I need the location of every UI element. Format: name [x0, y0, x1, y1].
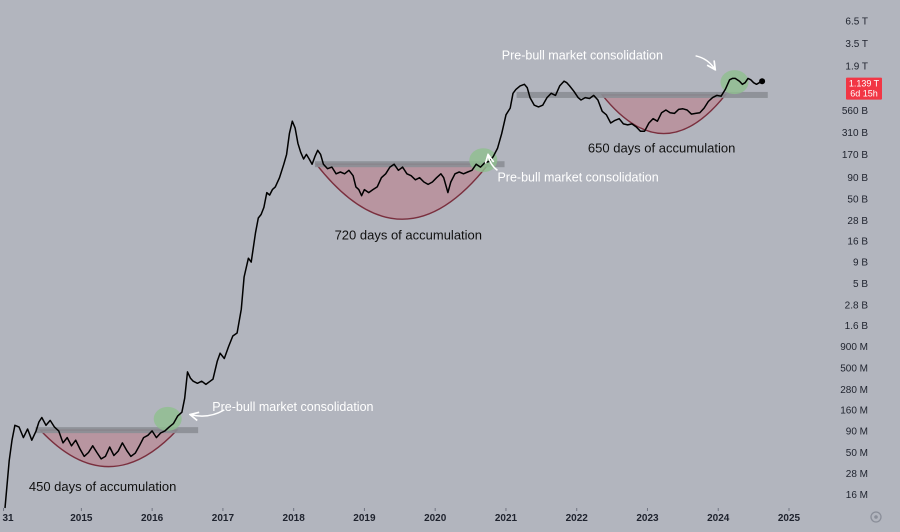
x-tick-label: 2018	[283, 513, 306, 524]
x-tick-label: 2019	[353, 513, 376, 524]
annotations: Pre-bull market consolidation Pre-bull ma…	[29, 49, 735, 494]
y-tick-label: 9 B	[853, 258, 868, 269]
x-tick-label: 2021	[495, 513, 518, 524]
y-tick-label: 280 M	[840, 385, 868, 396]
consolidation-highlights	[153, 70, 749, 431]
y-tick-label: 560 B	[842, 106, 868, 117]
annotation-arrow	[488, 155, 498, 171]
y-tick-label: 900 M	[840, 342, 868, 353]
y-tick-label: 3.5 T	[845, 39, 868, 50]
y-tick-label: 90 M	[846, 426, 868, 437]
x-tick-label: 2017	[212, 513, 235, 524]
x-tick-label: 2024	[707, 513, 730, 524]
annotation-arrows	[191, 55, 715, 416]
accumulation-label: 450 days of accumulation	[29, 479, 176, 494]
y-tick-label: 50 M	[846, 448, 868, 459]
consolidation-label: Pre-bull market consolidation	[497, 171, 658, 185]
y-tick-label: 50 B	[847, 195, 868, 206]
y-tick-label: 500 M	[840, 364, 868, 375]
x-tick-label: 2020	[424, 513, 447, 524]
current-price-tag: 1.139 T 6d 15h	[846, 77, 882, 100]
y-tick-label: 16 B	[847, 237, 868, 248]
x-tick-label: 2025	[778, 513, 801, 524]
price-line	[4, 77, 763, 509]
consolidation-level-bar	[516, 91, 768, 98]
chart-settings-icon[interactable]	[870, 511, 882, 523]
consolidation-label: Pre-bull market consolidation	[212, 400, 373, 414]
y-axis: 6.5 T 3.5 T 1.9 T 560 B 310 B 170 B 90 B 50 B 28…	[840, 16, 868, 500]
y-tick-label: 16 M	[846, 490, 868, 501]
y-tick-label: 90 B	[847, 173, 868, 184]
y-tick-label: 28 B	[847, 216, 868, 227]
y-tick-label: 160 M	[840, 405, 868, 416]
y-tick-label: 6.5 T	[845, 16, 868, 27]
y-tick-label: 2.8 B	[845, 300, 869, 311]
x-tick-label: 2022	[566, 513, 589, 524]
annotation-arrow	[191, 409, 225, 416]
consolidation-label: Pre-bull market consolidation	[502, 49, 663, 63]
x-tick-label: 31	[2, 513, 14, 524]
last-price-dot	[759, 78, 766, 85]
y-tick-label: 5 B	[853, 279, 868, 290]
accumulation-label: 720 days of accumulation	[335, 227, 482, 242]
y-tick-label: 1.9 T	[845, 61, 868, 72]
x-tick-label: 2016	[141, 513, 164, 524]
x-tick-label: 2023	[636, 513, 659, 524]
y-tick-label: 310 B	[842, 128, 868, 139]
bar-countdown: 6d 15h	[850, 89, 878, 99]
consolidation-highlight	[153, 406, 182, 431]
consolidation-level-bar	[35, 427, 199, 434]
consolidation-level-bar	[314, 161, 505, 168]
annotation-arrow	[695, 55, 715, 69]
y-tick-label: 28 M	[846, 469, 868, 480]
consolidation-levels	[35, 91, 768, 434]
price-line-layer	[4, 77, 766, 509]
x-axis: 31 2015 2016 2017 2018 2019 2020 2021 2022 2023 20…	[2, 508, 801, 524]
accumulation-label: 650 days of accumulation	[588, 140, 735, 155]
y-tick-label: 1.6 B	[845, 321, 869, 332]
accumulation-zone	[314, 163, 490, 220]
accumulation-zone	[600, 94, 727, 135]
x-tick-label: 2015	[70, 513, 93, 524]
current-price-tag-background	[846, 77, 882, 100]
y-tick-label: 170 B	[842, 150, 868, 161]
consolidation-highlight	[720, 70, 749, 95]
current-price-value: 1.139 T	[849, 79, 880, 89]
